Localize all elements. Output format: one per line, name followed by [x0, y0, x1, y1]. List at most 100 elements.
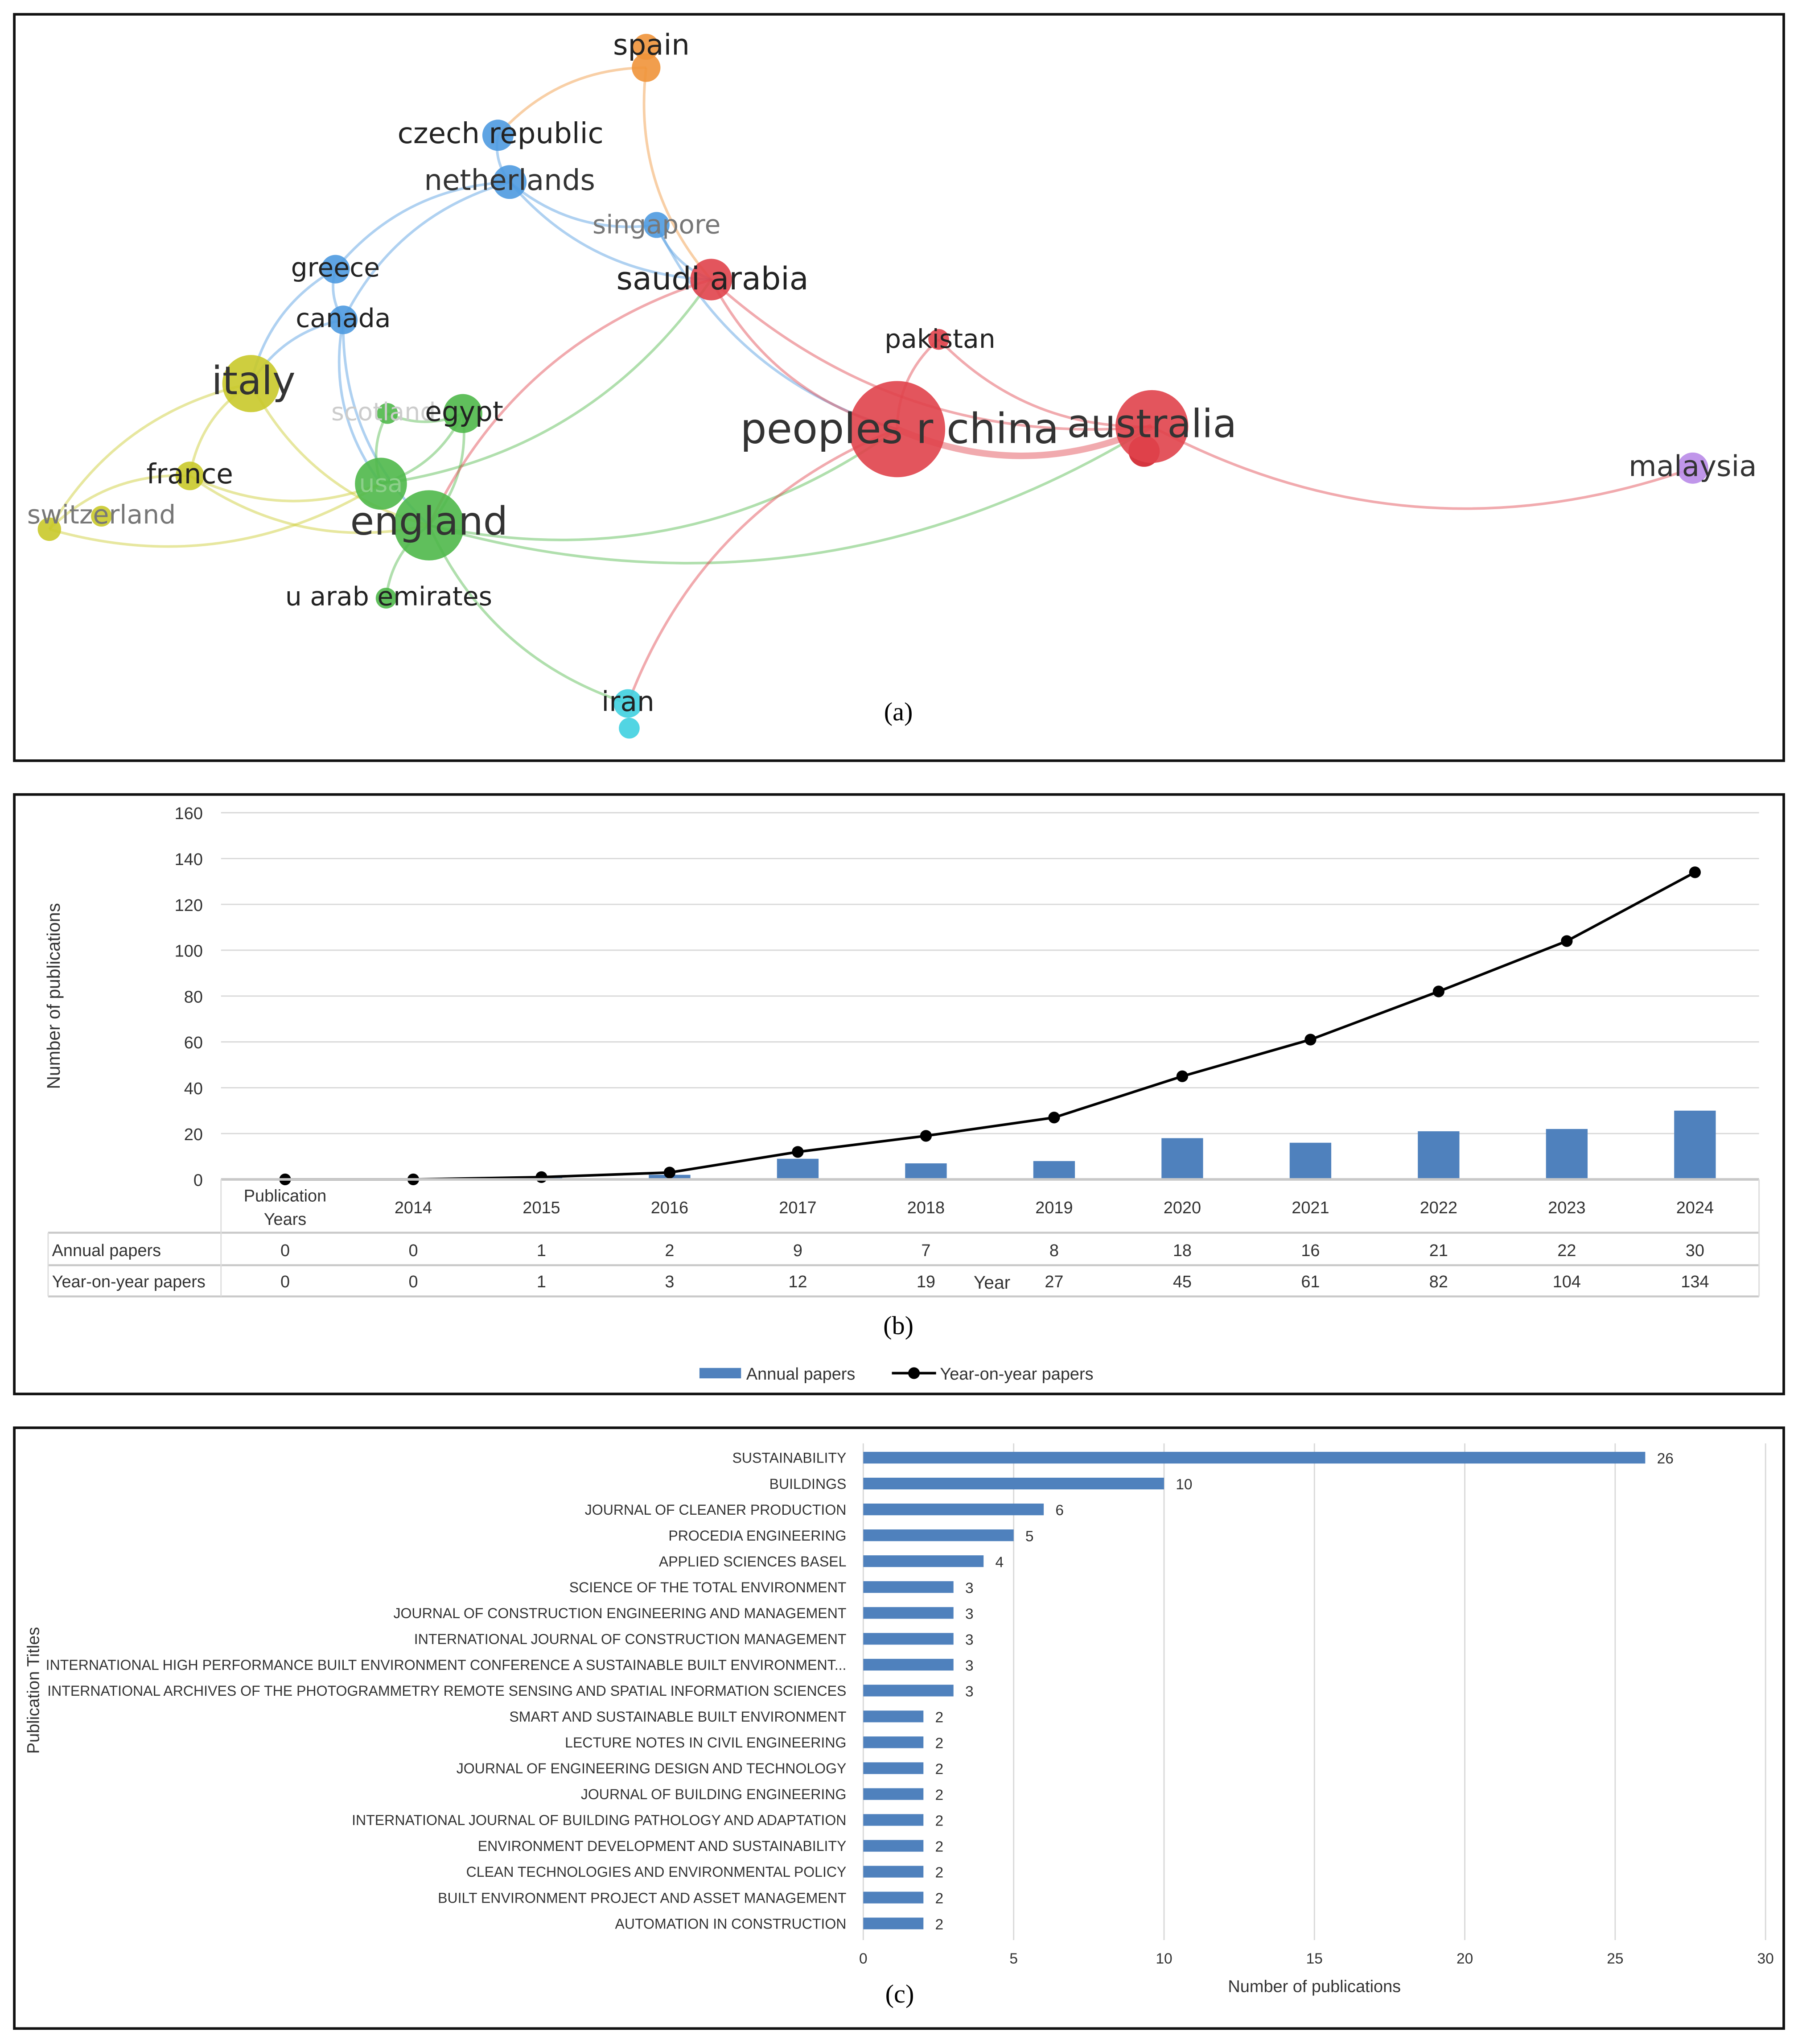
- data-label: 26: [1657, 1451, 1674, 1467]
- network-node-czech: [482, 120, 514, 151]
- bar-publication-title: [863, 1840, 924, 1852]
- category-label: AUTOMATION IN CONSTRUCTION: [615, 1916, 847, 1932]
- x-tick-label: 2020: [1164, 1199, 1201, 1217]
- category-label: INTERNATIONAL ARCHIVES OF THE PHOTOGRAMM…: [47, 1683, 846, 1699]
- bar-publication-title: [863, 1633, 954, 1645]
- x-tick-label: 2015: [523, 1199, 560, 1217]
- y-tick-label: 160: [175, 804, 203, 823]
- node-label-pakistan: pakistan: [885, 324, 996, 354]
- table-cell-annual: 30: [1686, 1241, 1704, 1260]
- network-node-iran: [613, 689, 642, 718]
- category-label: BUILDINGS: [769, 1476, 847, 1492]
- point-year-on-year: [1432, 985, 1445, 997]
- network-link: [509, 181, 657, 228]
- bar-publication-title: [863, 1529, 1014, 1541]
- table-cell-yoy: 134: [1681, 1273, 1709, 1291]
- bar-publication-title: [863, 1866, 924, 1878]
- table-row-label: Annual papers: [52, 1241, 161, 1260]
- data-label: 5: [1025, 1528, 1034, 1545]
- point-year-on-year: [1176, 1070, 1189, 1082]
- data-label: 4: [995, 1554, 1004, 1570]
- legend-label-yoy: Year-on-year papers: [940, 1365, 1093, 1384]
- network-node-egypt: [443, 394, 482, 433]
- x-tick-label: 15: [1306, 1950, 1323, 1967]
- category-label: BUILT ENVIRONMENT PROJECT AND ASSET MANA…: [438, 1890, 846, 1906]
- bar-publication-title: [863, 1685, 954, 1697]
- network-node-saudi: [690, 259, 732, 301]
- network-link: [655, 224, 898, 431]
- data-label: 2: [935, 1710, 944, 1726]
- network-node-france: [175, 462, 204, 490]
- bar-annual-papers: [777, 1158, 819, 1179]
- table-cell-annual: 18: [1173, 1241, 1192, 1260]
- table-cell-annual: 7: [921, 1241, 930, 1260]
- network-link: [428, 278, 712, 526]
- bar-publication-title: [863, 1555, 984, 1567]
- category-label: INTERNATIONAL JOURNAL OF BUILDING PATHOL…: [352, 1812, 846, 1828]
- table-cell-yoy: 3: [665, 1273, 674, 1291]
- node-label-malaysia: malaysia: [1629, 449, 1757, 483]
- category-label: LECTURE NOTES IN CIVIL ENGINEERING: [565, 1735, 846, 1751]
- network-link: [508, 181, 712, 281]
- network-link: [642, 67, 712, 280]
- y-tick-label: 0: [193, 1171, 203, 1190]
- table-header-label: Publication: [244, 1187, 326, 1206]
- node-label-usa: usa: [359, 470, 403, 498]
- data-label: 3: [965, 1657, 974, 1674]
- x-tick-label: 2023: [1548, 1199, 1585, 1217]
- caption-a: (a): [884, 697, 913, 726]
- network-node-singapore: [643, 212, 670, 238]
- data-label: 2: [935, 1761, 944, 1778]
- bar-publication-title: [863, 1581, 954, 1593]
- x-tick-label: 2016: [651, 1199, 688, 1217]
- y-tick-label: 120: [175, 896, 203, 915]
- node-label-singapore: singapore: [592, 210, 721, 240]
- bar-publication-title: [863, 1477, 1164, 1490]
- data-label: 10: [1176, 1476, 1192, 1493]
- network-link: [48, 474, 190, 530]
- node-label-czech: czech republic: [398, 117, 604, 150]
- table-row-label: Year-on-year papers: [52, 1273, 206, 1291]
- line-year-on-year: [285, 871, 1696, 1181]
- node-label-spain: spain: [613, 29, 690, 62]
- node-label-netherlands: netherlands: [424, 164, 595, 197]
- data-label: 2: [935, 1735, 944, 1752]
- node-label-italy: italy: [212, 358, 296, 404]
- caption-c: (c): [885, 1979, 914, 2008]
- table-cell-annual: 8: [1049, 1241, 1059, 1260]
- bar-publication-title: [863, 1762, 924, 1774]
- table-cell-yoy: 0: [408, 1273, 418, 1291]
- x-tick-label: 2024: [1676, 1199, 1714, 1217]
- table-cell-yoy: 12: [788, 1273, 807, 1291]
- x-tick-label: 2022: [1420, 1199, 1457, 1217]
- network-link: [342, 181, 510, 321]
- network-link: [48, 382, 251, 530]
- network-link: [189, 474, 429, 534]
- network-node-pakistan: [928, 329, 949, 350]
- x-tick-label: 20: [1457, 1950, 1473, 1967]
- collaboration-network: spain czech republic netherlands singapore g…: [27, 29, 1757, 739]
- point-year-on-year: [920, 1130, 932, 1142]
- network-node: [619, 717, 640, 739]
- data-label: 2: [935, 1839, 944, 1855]
- network-link: [381, 279, 712, 485]
- network-node-spain: [632, 53, 661, 82]
- bar-annual-papers: [1546, 1129, 1588, 1179]
- network-node-australia: [1115, 390, 1189, 463]
- network-link: [428, 524, 629, 705]
- network-link: [1151, 425, 1693, 510]
- y-axis-title: Number of publications: [43, 903, 64, 1089]
- panel-a-network: spain czech republic netherlands singapore g…: [13, 13, 1785, 762]
- x-tick-label: 10: [1156, 1950, 1172, 1967]
- y-tick-label: 20: [184, 1125, 203, 1144]
- data-label: 2: [935, 1787, 944, 1804]
- category-label: JOURNAL OF CLEANER PRODUCTION: [585, 1502, 847, 1518]
- point-year-on-year: [1689, 866, 1701, 878]
- network-node-uae: [375, 588, 397, 609]
- table-cell-yoy: 19: [917, 1273, 935, 1291]
- category-label: SCIENCE OF THE TOTAL ENVIRONMENT: [569, 1579, 847, 1595]
- node-label-saudi: saudi arabia: [617, 260, 809, 297]
- point-year-on-year: [792, 1146, 804, 1158]
- table-cell-yoy: 0: [280, 1273, 290, 1291]
